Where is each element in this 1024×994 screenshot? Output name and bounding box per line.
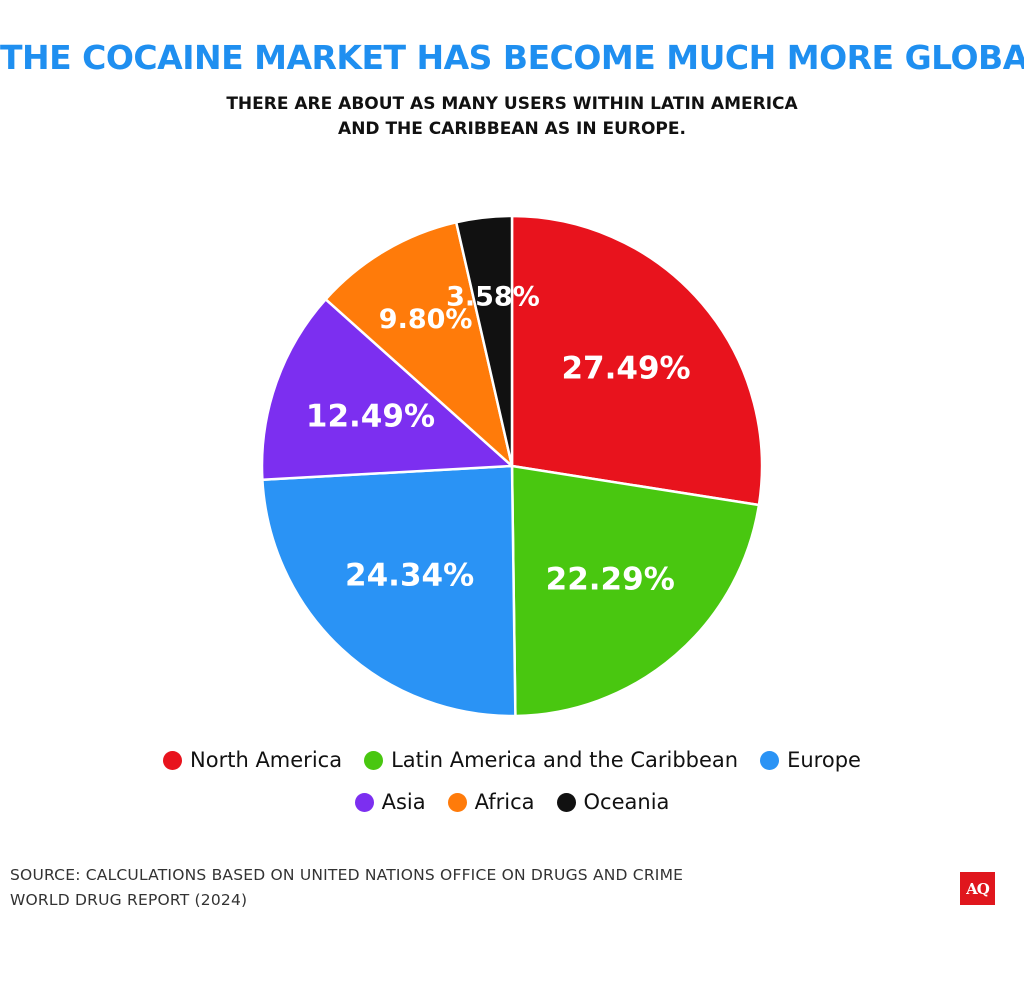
legend-swatch-north-america (163, 750, 183, 770)
pie-slice-asia (260, 298, 514, 481)
legend-item-north-america: North America (163, 748, 342, 772)
pie-labels: 27.49% 22.29% 24.34% 12.49% 9.80%3.58% (306, 282, 691, 598)
legend-item-europe: Europe (760, 748, 861, 772)
legend-label-oceania: Oceania (583, 790, 670, 814)
pie-slice-latin-america-and-the-caribbean (510, 464, 761, 718)
legend-swatch-europe (760, 750, 780, 770)
chart-title: THE COCAINE MARKET HAS BECOME MUCH MORE … (0, 38, 1024, 77)
chart-subtitle: THERE ARE ABOUT AS MANY USERS WITHIN LAT… (0, 92, 1024, 142)
legend-swatch-africa (447, 792, 467, 812)
pie-slice-north-america (510, 214, 764, 507)
aq-logo: AQ (960, 872, 995, 905)
source-line-2: WORLD DRUG REPORT (2024) (10, 891, 248, 909)
legend-label-africa: Africa (474, 790, 535, 814)
pie-slice-oceania (454, 214, 514, 468)
legend-swatch-latin-america (364, 750, 384, 770)
legend-label-north-america: North America (190, 748, 343, 772)
legend-label-asia: Asia (381, 790, 426, 814)
legend-item-latin-america: Latin America and the Caribbean (364, 748, 738, 772)
pie-label-oceania: 3.58% (446, 282, 540, 313)
legend-item-africa: Africa (447, 790, 535, 814)
pie-slice-africa (324, 221, 514, 468)
pie-label-europe: 24.34% (345, 558, 474, 594)
pie-slices (260, 214, 764, 718)
pie-label-north-america: 27.49% (561, 351, 690, 387)
subtitle-line-2: AND THE CARIBBEAN AS IN EUROPE. (338, 119, 686, 139)
legend-swatch-asia (354, 792, 374, 812)
source-line-1: SOURCE: CALCULATIONS BASED ON UNITED NAT… (10, 866, 684, 884)
pie-label-latin-america-and-the-caribbean: 22.29% (546, 561, 675, 597)
pie-slice-europe (261, 464, 517, 718)
pie-label-africa: 9.80% (379, 304, 473, 335)
legend-item-asia: Asia (354, 790, 426, 814)
legend-swatch-oceania (556, 792, 576, 812)
pie-label-asia: 12.49% (306, 398, 435, 434)
subtitle-line-1: THERE ARE ABOUT AS MANY USERS WITHIN LAT… (226, 94, 798, 114)
legend-row-1: North America Latin America and the Cari… (0, 748, 1024, 772)
legend-label-europe: Europe (787, 748, 861, 772)
legend-item-oceania: Oceania (556, 790, 670, 814)
legend-row-2: Asia Africa Oceania (0, 790, 1024, 814)
legend-label-latin-america: Latin America and the Caribbean (391, 748, 739, 772)
source-note: SOURCE: CALCULATIONS BASED ON UNITED NAT… (10, 863, 683, 913)
